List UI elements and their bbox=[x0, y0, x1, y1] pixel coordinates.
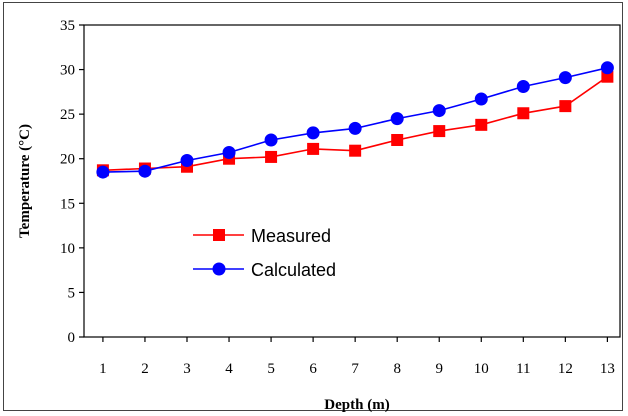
y-tick-label: 20 bbox=[60, 152, 75, 168]
x-tick-label: 7 bbox=[351, 361, 359, 377]
data-point-calculated bbox=[516, 80, 530, 94]
x-tick-label: 12 bbox=[558, 361, 573, 377]
y-tick-label: 25 bbox=[60, 107, 75, 123]
chart-frame bbox=[3, 2, 623, 411]
y-tick-label: 5 bbox=[68, 285, 76, 301]
x-tick-label: 9 bbox=[435, 361, 443, 377]
data-point-measured bbox=[517, 107, 530, 120]
x-tick-label: 2 bbox=[141, 361, 149, 377]
data-point-measured bbox=[559, 100, 572, 113]
data-point-calculated bbox=[96, 165, 110, 179]
x-axis: 1 2 3 4 5 6 7 8 9 10 11 12 13 bbox=[99, 337, 615, 377]
data-point-measured bbox=[349, 144, 362, 157]
data-point-calculated bbox=[432, 104, 446, 118]
y-tick-label: 35 bbox=[60, 18, 75, 34]
y-axis-title: Temperature (°C) bbox=[17, 124, 33, 238]
plot-area bbox=[83, 24, 621, 338]
legend: Measured Calculated bbox=[193, 226, 336, 280]
data-point-calculated bbox=[390, 112, 404, 126]
x-tick-label: 1 bbox=[99, 361, 107, 377]
data-point-measured bbox=[601, 70, 614, 83]
data-point-calculated bbox=[474, 92, 488, 106]
x-tick-label: 3 bbox=[183, 361, 191, 377]
x-tick-label: 8 bbox=[393, 361, 401, 377]
y-axis: 0 5 10 15 20 25 30 35 bbox=[60, 18, 84, 346]
data-point-measured bbox=[475, 118, 488, 131]
data-point-calculated bbox=[558, 71, 572, 85]
y-tick-label: 0 bbox=[68, 330, 76, 346]
data-point-calculated bbox=[222, 145, 236, 159]
x-tick-label: 4 bbox=[225, 361, 233, 377]
y-tick-label: 30 bbox=[60, 63, 75, 79]
legend-marker-measured bbox=[213, 229, 225, 241]
x-tick-label: 10 bbox=[474, 361, 489, 377]
data-point-calculated bbox=[306, 126, 320, 140]
legend-label-calculated: Calculated bbox=[251, 260, 336, 280]
x-tick-label: 6 bbox=[309, 361, 317, 377]
data-point-measured bbox=[391, 133, 404, 146]
series-layer bbox=[96, 61, 614, 179]
legend-marker-calculated bbox=[212, 262, 226, 276]
x-tick-label: 13 bbox=[600, 361, 615, 377]
plot-border bbox=[83, 24, 621, 338]
y-tick-label: 15 bbox=[60, 196, 75, 212]
data-point-measured bbox=[433, 125, 446, 138]
x-axis-title: Depth (m) bbox=[324, 397, 389, 413]
x-tick-label: 11 bbox=[516, 361, 530, 377]
data-point-calculated bbox=[180, 153, 194, 167]
data-point-measured bbox=[265, 150, 278, 163]
x-tick-label: 5 bbox=[267, 361, 275, 377]
data-point-calculated bbox=[348, 121, 362, 135]
data-point-calculated bbox=[600, 61, 614, 75]
data-point-measured bbox=[307, 142, 320, 155]
y-tick-label: 10 bbox=[60, 241, 75, 257]
data-point-calculated bbox=[264, 133, 278, 147]
data-point-calculated bbox=[138, 164, 152, 178]
legend-label-measured: Measured bbox=[251, 226, 331, 246]
